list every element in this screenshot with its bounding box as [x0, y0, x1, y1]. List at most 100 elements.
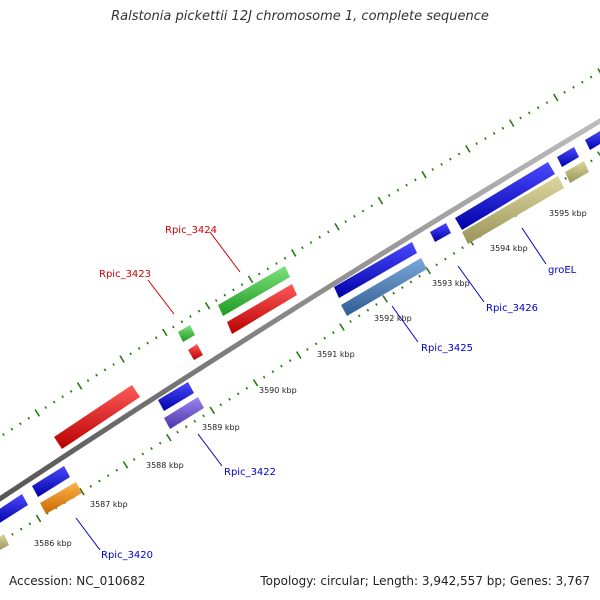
inner-track-major-tick — [79, 487, 85, 496]
outer-track-minor-tick — [61, 395, 64, 399]
label-rpic-3423[interactable]: Rpic_3423 — [99, 269, 151, 280]
gene-red-large-left[interactable] — [54, 385, 140, 449]
gene-rpic-3423[interactable] — [178, 325, 195, 342]
label-rpic-3420[interactable]: Rpic_3420 — [101, 550, 153, 561]
gene-blue-mid[interactable] — [334, 242, 417, 298]
gene-blue-3422-upper[interactable] — [158, 382, 194, 411]
accession-text: Accession: NC_010682 — [9, 574, 146, 588]
inner-track-minor-tick — [193, 419, 197, 423]
gene-red-small[interactable] — [188, 344, 203, 360]
outer-track-minor-tick — [475, 142, 478, 146]
outer-track-minor-tick — [405, 183, 408, 187]
outer-track-minor-tick — [240, 283, 244, 287]
outer-track-major-tick — [119, 355, 125, 363]
inner-track-major-tick — [122, 460, 129, 469]
leader-rpic-3423 — [147, 279, 175, 315]
inner-track-minor-tick — [461, 246, 464, 250]
outer-track-minor-tick — [536, 106, 540, 110]
outer-track-minor-tick — [309, 241, 313, 244]
gene-rpic-3422[interactable] — [164, 397, 204, 429]
inner-track-minor-tick — [452, 251, 456, 255]
inner-track-minor-tick — [106, 474, 110, 478]
outer-track-minor-tick — [387, 194, 391, 197]
tick-label-3591: 3591 kbp — [317, 350, 355, 359]
inner-track-major-tick — [597, 151, 600, 157]
tick-label-3586: 3586 kbp — [34, 539, 72, 548]
outer-track-major-tick — [334, 222, 340, 231]
label-rpic-3425[interactable]: Rpic_3425 — [421, 343, 473, 354]
outer-track-major-tick — [553, 93, 559, 102]
gene-blue-small-3[interactable] — [585, 131, 600, 150]
gene-red-3424-lower[interactable] — [227, 284, 297, 334]
outer-track-minor-tick — [189, 314, 192, 318]
outer-track-minor-tick — [172, 325, 175, 329]
inner-track-major-tick — [382, 295, 388, 303]
outer-track-minor-tick — [129, 352, 132, 356]
outer-track-minor-tick — [572, 85, 575, 89]
inner-track-minor-tick — [314, 342, 318, 346]
inner-track-minor-tick — [366, 308, 370, 312]
inner-track-minor-tick — [306, 347, 309, 351]
outer-track-minor-tick — [449, 157, 452, 161]
tick-label-3589: 3589 kbp — [202, 423, 240, 432]
outer-track-minor-tick — [266, 267, 270, 271]
outer-track-major-tick — [291, 249, 297, 257]
gene-rpic-3426[interactable] — [462, 176, 564, 244]
gene-blue-long-right[interactable] — [455, 162, 555, 230]
inner-track-minor-tick — [236, 392, 240, 396]
inner-track-minor-tick — [375, 303, 378, 306]
tick-label-3587: 3587 kbp — [90, 500, 128, 509]
gene-rpic-3425[interactable] — [341, 258, 427, 316]
outer-track-minor-tick — [137, 346, 141, 350]
inner-track-minor-tick — [158, 441, 162, 445]
gene-blue-left-bottom[interactable] — [32, 466, 70, 497]
outer-track-minor-tick — [223, 293, 227, 297]
inner-track-minor-tick — [409, 280, 413, 284]
gene-blue-far-left[interactable] — [0, 494, 28, 524]
gene-rpic-3420[interactable] — [40, 482, 82, 514]
outer-track-minor-tick — [370, 204, 374, 208]
reverse-strand-genes — [0, 161, 589, 551]
gene-groel[interactable] — [565, 161, 589, 183]
label-rpic-3422[interactable]: Rpic_3422 — [224, 467, 276, 478]
outer-track-minor-tick — [327, 230, 330, 234]
inner-track-minor-tick — [141, 452, 145, 456]
outer-track-minor-tick — [257, 272, 261, 276]
chromosome-backbone — [0, 118, 600, 502]
outer-track-minor-tick — [440, 162, 443, 166]
inner-track-minor-tick — [288, 359, 292, 363]
outer-track-major-tick — [34, 409, 41, 417]
gene-rpic-3424[interactable] — [218, 266, 290, 316]
inner-track-minor-tick — [590, 159, 593, 163]
outer-track-minor-tick — [44, 406, 47, 409]
outer-track-minor-tick — [581, 80, 584, 84]
inner-track-minor-tick — [89, 484, 93, 488]
gene-blue-small-2[interactable] — [557, 147, 579, 167]
inner-track-minor-tick — [245, 386, 249, 390]
tick-label-3595: 3595 kbp — [549, 209, 587, 218]
outer-track-minor-tick — [27, 416, 31, 420]
gene-khaki-far-left[interactable] — [0, 534, 9, 551]
inner-track-minor-tick — [132, 457, 136, 461]
outer-track-major-tick — [597, 68, 600, 74]
outer-track-minor-tick — [232, 288, 235, 292]
inner-track-minor-tick — [219, 403, 223, 407]
label-groel[interactable]: groEL — [548, 265, 577, 276]
inner-track-minor-tick — [176, 430, 179, 434]
outer-track-major-tick — [247, 275, 254, 284]
inner-track-major-tick — [252, 378, 259, 387]
outer-track-minor-tick — [484, 137, 487, 140]
inner-track-minor-tick — [11, 532, 14, 536]
inner-track-minor-tick — [349, 319, 352, 323]
outer-track-minor-tick — [353, 214, 356, 218]
gene-blue-small-1[interactable] — [430, 223, 451, 242]
tick-label-3588: 3588 kbp — [146, 461, 184, 470]
forward-strand-genes — [0, 131, 600, 524]
inner-track-minor-tick — [323, 336, 326, 340]
outer-track-major-tick — [162, 328, 168, 337]
outer-track-major-tick — [421, 170, 427, 179]
label-rpic-3426[interactable]: Rpic_3426 — [486, 303, 538, 314]
inner-track-minor-tick — [115, 468, 119, 472]
label-rpic-3424[interactable]: Rpic_3424 — [165, 225, 217, 236]
